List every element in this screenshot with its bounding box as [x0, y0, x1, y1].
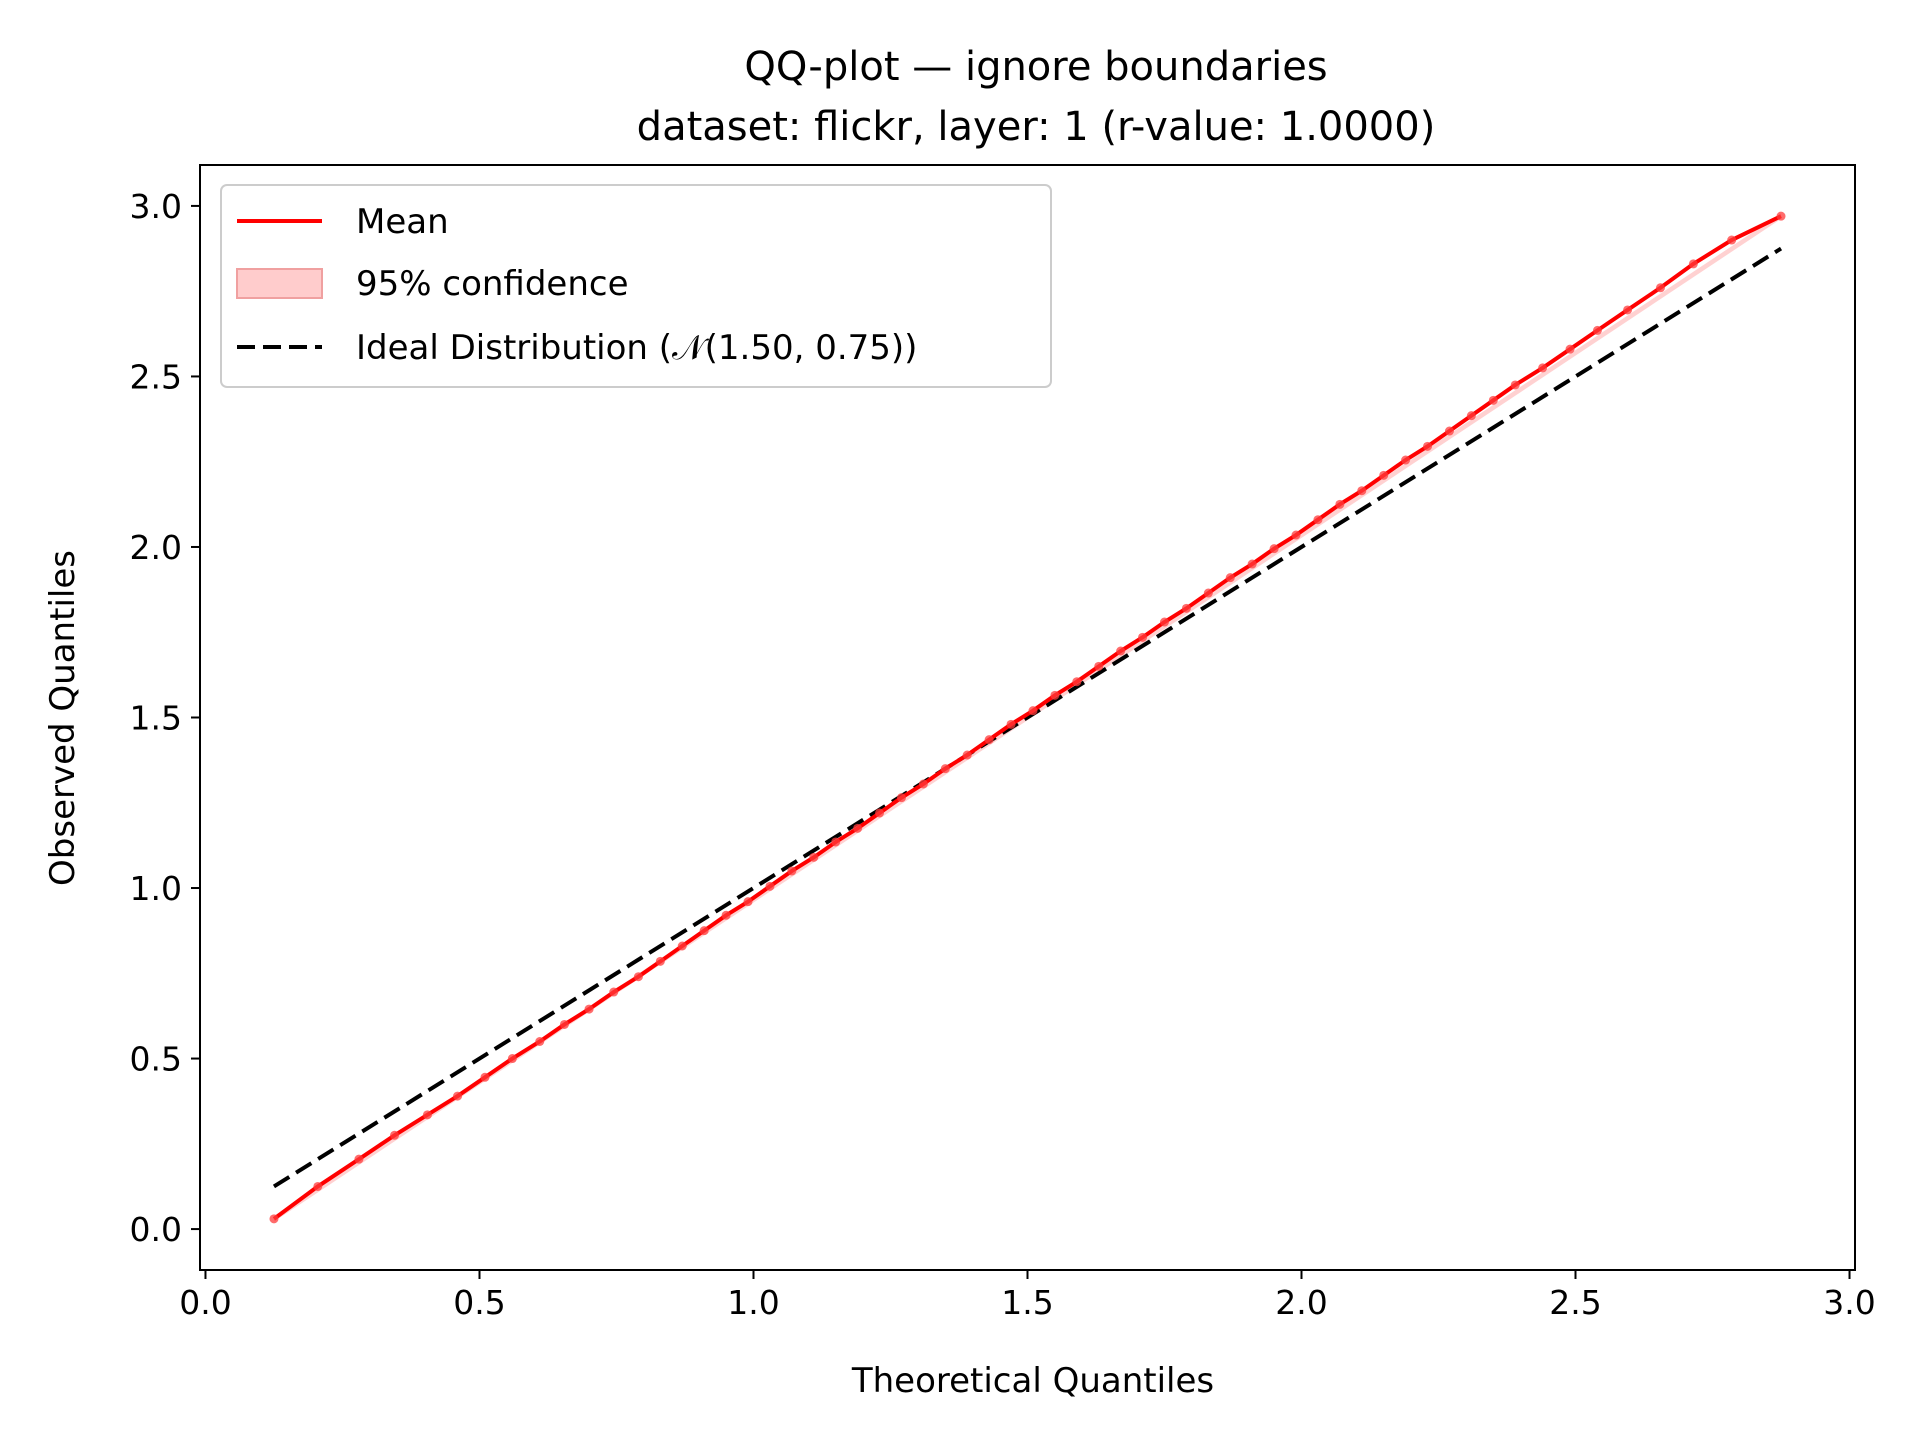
mean-point: [1050, 690, 1060, 700]
mean-point: [1565, 344, 1575, 354]
mean-point: [480, 1072, 490, 1082]
mean-point: [584, 1004, 594, 1014]
mean-point: [313, 1181, 323, 1191]
mean-point: [743, 897, 753, 907]
mean-point: [677, 941, 687, 951]
mean-point: [787, 866, 797, 876]
mean-point: [699, 926, 709, 936]
mean-point: [354, 1154, 364, 1164]
mean-point: [1623, 305, 1633, 315]
x-axis-label: Theoretical Quantiles: [851, 1361, 1214, 1401]
mean-point: [269, 1214, 279, 1224]
y-tick-label: 0.5: [130, 1040, 182, 1079]
x-tick-label: 1.0: [727, 1283, 779, 1322]
axes: 0.0 0.5 1.0 1.5 2.0 2.5 3.0 0.0 0.5 1.0 1.5 2.0 2.5 3…: [130, 164, 1876, 1322]
y-tick-label: 3.0: [130, 187, 182, 226]
mean-point: [853, 823, 863, 833]
x-tick-label: 3.0: [1823, 1283, 1875, 1322]
mean-point: [1181, 603, 1191, 613]
y-axis-label: Observed Quantiles: [43, 550, 83, 886]
legend-label: 95% confidence: [356, 264, 629, 304]
mean-point: [1116, 646, 1126, 656]
mean-point: [831, 837, 841, 847]
legend: Mean 95% confidence Ideal Distribution (𝒩(…: [220, 184, 1052, 388]
chart-title: QQ-plot — ignore boundaries: [744, 44, 1327, 90]
mean-point: [1776, 211, 1786, 221]
ideal-distribution-line: [272, 246, 1783, 1189]
mean-point: [1592, 325, 1602, 335]
y-tick-label: 0.0: [130, 1210, 182, 1249]
mean-point: [1538, 363, 1548, 373]
mean-point: [535, 1036, 545, 1046]
mean-point: [1423, 441, 1433, 451]
plot-area: [269, 211, 1786, 1224]
mean-point: [390, 1130, 400, 1140]
mean-point: [453, 1091, 463, 1101]
mean-point: [422, 1110, 432, 1120]
mean-point: [1291, 530, 1301, 540]
y-tick-label: 2.5: [130, 357, 182, 396]
x-tick-label: 0.0: [179, 1283, 231, 1322]
mean-point: [896, 793, 906, 803]
y-tick-label: 1.0: [130, 869, 182, 908]
y-tick-label: 1.5: [130, 699, 182, 738]
mean-point: [1379, 470, 1389, 480]
mean-point: [1247, 559, 1257, 569]
mean-point: [633, 972, 643, 982]
chart-subtitle: dataset: flickr, layer: 1 (r-value: 1.00…: [637, 104, 1436, 150]
mean-point: [1335, 499, 1345, 509]
mean-point: [765, 881, 775, 891]
mean-point: [940, 764, 950, 774]
mean-point: [809, 852, 819, 862]
mean-point: [507, 1054, 517, 1064]
mean-point: [1655, 283, 1665, 293]
mean-point: [559, 1019, 569, 1029]
mean-point: [1072, 677, 1082, 687]
mean-point: [1488, 395, 1498, 405]
mean-point: [609, 987, 619, 997]
x-tick-label: 2.0: [1275, 1283, 1327, 1322]
mean-point: [984, 735, 994, 745]
mean-point: [1094, 661, 1104, 671]
mean-point: [1510, 380, 1520, 390]
legend-box: [220, 184, 1052, 388]
mean-point: [655, 956, 665, 966]
mean-point: [875, 808, 885, 818]
legend-label: Mean: [356, 202, 449, 242]
legend-label: Ideal Distribution (𝒩(1.50, 0.75)): [356, 328, 917, 368]
mean-point: [1269, 544, 1279, 554]
y-tick-label: 2.0: [130, 528, 182, 567]
mean-point: [1401, 455, 1411, 465]
mean-point: [1160, 617, 1170, 627]
mean-point: [1028, 706, 1038, 716]
mean-point: [1313, 515, 1323, 525]
mean-point: [1688, 259, 1698, 269]
mean-point: [1006, 719, 1016, 729]
mean-point: [1203, 588, 1213, 598]
legend-confidence-swatch: [236, 268, 323, 299]
x-tick-label: 1.5: [1001, 1283, 1053, 1322]
x-tick-label: 2.5: [1549, 1283, 1601, 1322]
mean-point: [1225, 573, 1235, 583]
mean-point: [721, 910, 731, 920]
mean-point: [1357, 486, 1367, 496]
mean-point: [1727, 235, 1737, 245]
mean-point: [918, 779, 928, 789]
mean-point: [1444, 426, 1454, 436]
mean-point: [962, 750, 972, 760]
mean-point: [1466, 411, 1476, 421]
x-tick-label: 0.5: [453, 1283, 505, 1322]
mean-point: [1138, 632, 1148, 642]
